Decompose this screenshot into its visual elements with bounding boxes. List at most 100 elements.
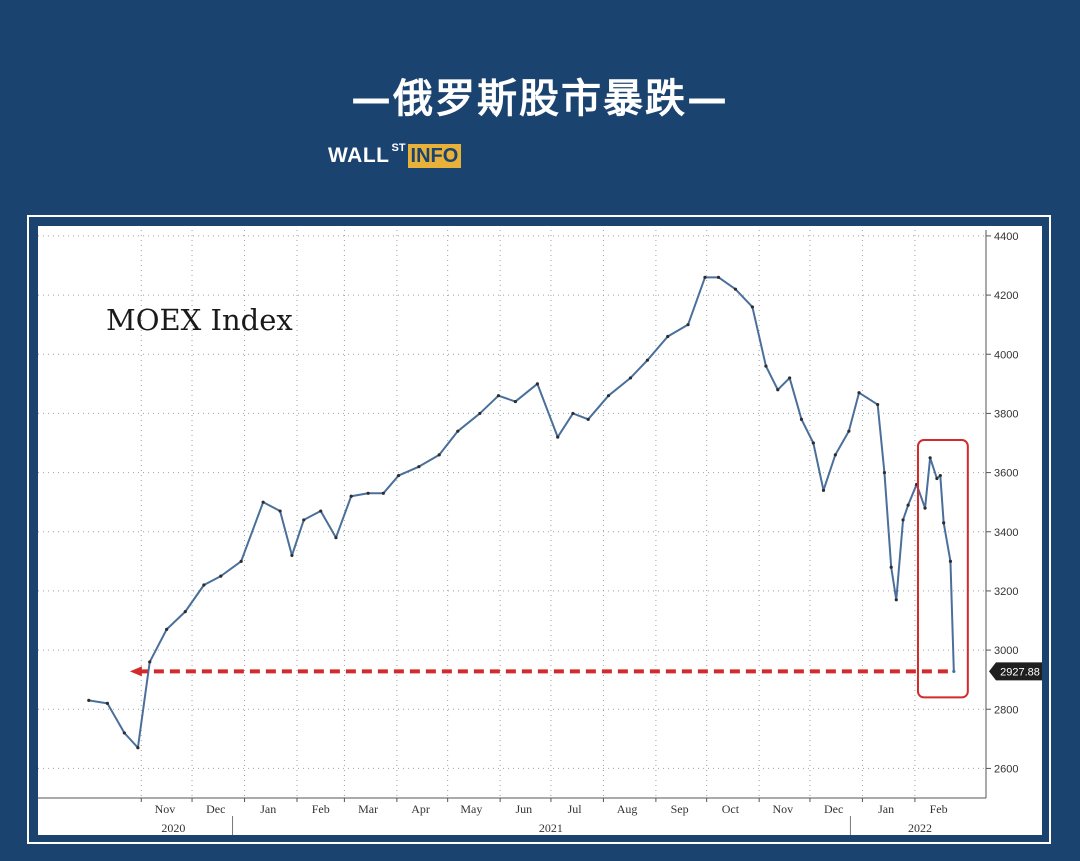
data-point bbox=[349, 494, 353, 498]
data-point bbox=[833, 453, 837, 457]
x-tick-label: Dec bbox=[824, 802, 843, 816]
x-tick-label: Jun bbox=[516, 802, 533, 816]
x-year-label: 2020 bbox=[161, 821, 185, 835]
data-point bbox=[165, 627, 169, 631]
data-point bbox=[183, 610, 187, 614]
x-tick-label: Jan bbox=[878, 802, 894, 816]
series-line bbox=[88, 276, 955, 749]
data-point bbox=[278, 509, 282, 513]
data-point bbox=[556, 435, 560, 439]
data-point bbox=[882, 470, 887, 475]
x-year-label: 2022 bbox=[908, 821, 932, 835]
data-point bbox=[148, 660, 152, 664]
data-point bbox=[586, 417, 590, 421]
last-value-flag bbox=[989, 662, 1042, 681]
x-tick-label: Feb bbox=[930, 802, 948, 816]
moex-chart: 2600 2800 3000 3200 3400 3600 3800 4000 4200 4400… bbox=[38, 230, 1042, 835]
y-tick-label: 2600 bbox=[994, 763, 1018, 775]
y-tick-label: 3800 bbox=[994, 408, 1018, 420]
x-tick-label: Dec bbox=[206, 802, 225, 816]
x-tick-label: Nov bbox=[773, 802, 794, 816]
y-tick-label: 2800 bbox=[994, 704, 1018, 716]
axis-layer: 2600 2800 3000 3200 3400 3600 3800 4000 4200 4400… bbox=[38, 230, 1018, 835]
data-point bbox=[645, 358, 650, 362]
y-tick-label: 4000 bbox=[994, 349, 1018, 361]
data-point bbox=[906, 503, 910, 507]
chart-title: MOEX Index bbox=[106, 303, 293, 337]
grid-layer bbox=[38, 230, 986, 798]
data-point bbox=[821, 488, 826, 492]
data-point bbox=[686, 323, 690, 327]
last-value-label: 2927.88 bbox=[1000, 666, 1040, 678]
data-point bbox=[764, 364, 768, 368]
data-point bbox=[302, 518, 306, 522]
headline: —俄罗斯股市暴跌— bbox=[351, 76, 729, 122]
data-point bbox=[938, 473, 942, 478]
chart-frame bbox=[27, 215, 1051, 844]
y-tick-label: 4400 bbox=[994, 231, 1018, 243]
data-point bbox=[261, 500, 265, 504]
data-point bbox=[606, 394, 611, 398]
data-point bbox=[952, 669, 956, 674]
x-tick-label: Feb bbox=[312, 802, 330, 816]
highlight-box bbox=[916, 439, 969, 699]
x-tick-label: Mar bbox=[358, 802, 378, 816]
data-point bbox=[901, 518, 905, 522]
data-point bbox=[334, 536, 338, 540]
data-point bbox=[202, 583, 206, 587]
data-point bbox=[750, 305, 754, 309]
data-point bbox=[928, 456, 932, 460]
data-point bbox=[857, 391, 861, 395]
x-tick-label: Apr bbox=[411, 802, 430, 816]
data-point bbox=[396, 473, 401, 478]
data-point bbox=[703, 275, 707, 279]
data-point bbox=[716, 275, 721, 279]
x-year-label: 2021 bbox=[539, 821, 563, 835]
data-point bbox=[319, 509, 323, 513]
reference-arrowhead bbox=[129, 666, 142, 677]
data-point bbox=[478, 411, 482, 416]
x-tick-label: May bbox=[460, 802, 482, 816]
logo-info-badge: INFO bbox=[407, 144, 462, 168]
data-point bbox=[219, 574, 223, 578]
data-point bbox=[889, 565, 893, 569]
y-tick-label: 4200 bbox=[994, 290, 1018, 302]
data-point bbox=[87, 698, 91, 702]
data-point bbox=[923, 506, 927, 510]
x-tick-label: Aug bbox=[617, 802, 638, 816]
data-point bbox=[136, 746, 140, 750]
data-point bbox=[948, 559, 953, 563]
data-point bbox=[733, 287, 738, 291]
data-point bbox=[239, 559, 243, 563]
data-point bbox=[799, 417, 804, 421]
x-tick-label: Jan bbox=[260, 802, 276, 816]
data-point bbox=[535, 382, 539, 386]
data-point bbox=[788, 376, 792, 380]
y-tick-label: 3400 bbox=[994, 527, 1018, 539]
x-tick-label: Nov bbox=[155, 802, 176, 816]
data-point bbox=[628, 376, 633, 380]
data-point bbox=[847, 429, 851, 433]
logo-wall-text: WALL bbox=[328, 144, 390, 167]
data-point bbox=[776, 388, 780, 392]
y-tick-label: 3200 bbox=[994, 586, 1018, 598]
wallstinfo-logo: WALL ST INFO bbox=[328, 142, 462, 170]
data-point bbox=[942, 521, 946, 525]
data-point bbox=[105, 701, 110, 705]
data-point bbox=[876, 402, 880, 407]
x-tick-label: Sep bbox=[671, 802, 689, 816]
data-point bbox=[437, 453, 441, 457]
data-point bbox=[366, 491, 370, 495]
data-point bbox=[381, 491, 385, 495]
y-tick-label: 3600 bbox=[994, 468, 1018, 480]
data-point bbox=[811, 441, 815, 445]
data-point bbox=[935, 476, 939, 481]
y-tick-label: 3000 bbox=[994, 645, 1018, 657]
data-point bbox=[894, 598, 898, 602]
data-point bbox=[513, 399, 517, 404]
data-point bbox=[417, 465, 421, 469]
logo-st-text: ST bbox=[391, 142, 406, 154]
data-point bbox=[122, 731, 126, 735]
x-tick-label: Jul bbox=[568, 802, 583, 816]
annotation-layer: 2927.88 bbox=[129, 439, 1042, 699]
